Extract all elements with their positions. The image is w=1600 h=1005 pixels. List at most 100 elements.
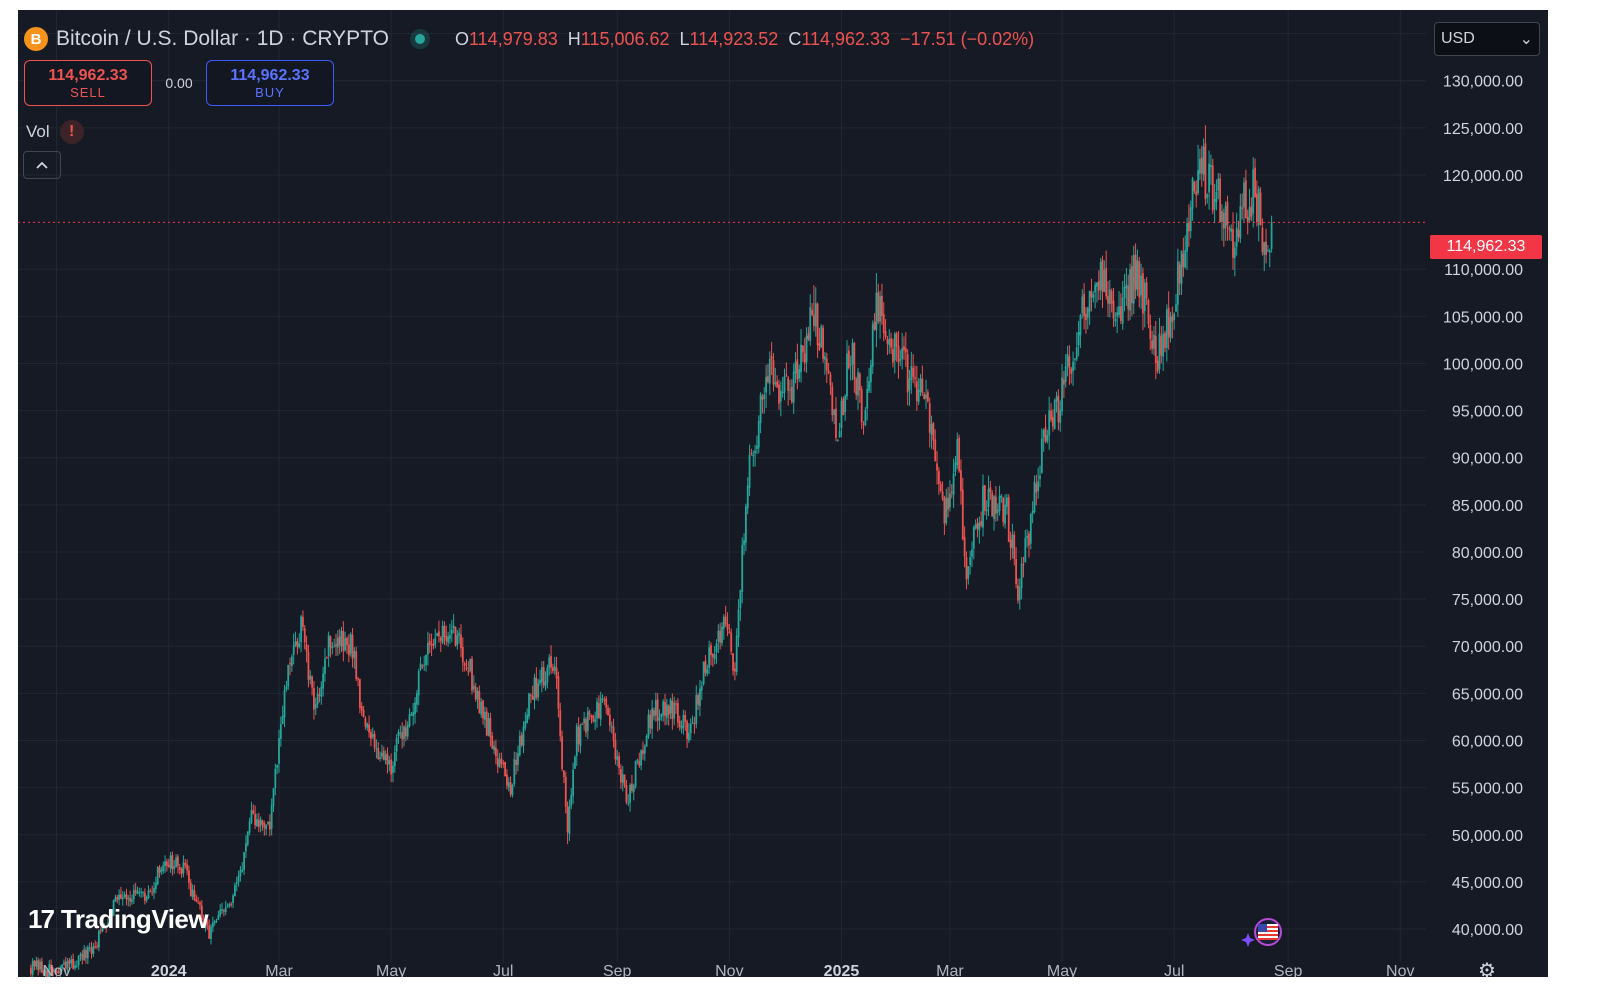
candle-body	[243, 852, 245, 870]
candle-body	[507, 782, 510, 788]
close-value: 114,962.33	[801, 28, 891, 49]
candle-body	[767, 376, 769, 383]
candle-body	[936, 463, 938, 471]
candle-body	[427, 643, 429, 655]
buy-button[interactable]: 114,962.33 BUY	[206, 60, 334, 106]
candle-body	[502, 763, 505, 765]
candle-body	[978, 522, 981, 531]
candle-body	[814, 303, 817, 327]
tradingview-logo[interactable]: 17 TradingView	[28, 904, 209, 935]
candle-body	[603, 699, 606, 701]
candle-body	[393, 752, 396, 767]
candle-body	[1061, 377, 1063, 412]
warning-icon[interactable]: !	[59, 120, 84, 144]
candle-body	[217, 915, 220, 920]
candle-body	[302, 616, 304, 627]
candle-body	[199, 902, 201, 905]
candle-body	[404, 727, 407, 737]
candle-body	[443, 625, 446, 637]
candle-body	[982, 485, 984, 528]
candle-body	[64, 961, 67, 969]
candle-body	[1127, 285, 1130, 310]
candle-body	[634, 761, 637, 787]
candle-body	[528, 693, 530, 717]
candle-body	[642, 750, 644, 755]
candle-body	[250, 810, 253, 823]
candle-body	[717, 630, 720, 642]
candle-body	[160, 869, 163, 872]
candle-body	[165, 861, 168, 866]
volume-indicator[interactable]: Vol !	[26, 120, 84, 144]
candle-body	[1024, 538, 1027, 563]
candle-body	[162, 865, 165, 872]
candle-body	[779, 390, 782, 402]
collapse-legend-button[interactable]	[23, 151, 61, 179]
currency-select[interactable]: USD ⌄	[1434, 22, 1540, 56]
candle-body	[903, 346, 905, 351]
candle-body	[1255, 193, 1258, 223]
candle-body	[862, 423, 865, 425]
candle-body	[99, 930, 102, 932]
volume-label: Vol	[26, 122, 50, 141]
candle-body	[263, 823, 266, 828]
candle-body	[1142, 273, 1144, 314]
candle-body	[39, 961, 41, 970]
candle-body	[189, 882, 192, 897]
tradingview-logo-text: TradingView	[60, 904, 209, 934]
candle-body	[776, 381, 779, 388]
candle-body	[397, 731, 400, 736]
buy-price: 114,962.33	[230, 66, 310, 84]
symbol-title[interactable]: Bitcoin / U.S. Dollar · 1D · CRYPTO	[56, 27, 389, 50]
candle-body	[346, 637, 348, 646]
candle-body	[360, 705, 363, 711]
candle-body	[855, 378, 858, 395]
candle-body	[1187, 221, 1190, 232]
settings-gear-icon[interactable]: ⚙	[1478, 959, 1496, 978]
candle-body	[309, 675, 312, 680]
candle-body	[1094, 284, 1097, 293]
candle-body	[711, 654, 714, 657]
candle-body	[474, 687, 477, 700]
candle-body	[79, 953, 82, 956]
candle-body	[1167, 307, 1170, 338]
candle-body	[1096, 282, 1098, 287]
candle-body	[75, 965, 78, 967]
candle-body	[382, 750, 385, 761]
candle-body	[232, 895, 234, 904]
candle-body	[895, 333, 898, 347]
candle-body	[200, 905, 203, 921]
candle-body	[1259, 192, 1262, 225]
candle-body	[1042, 429, 1045, 438]
us-flag-icon[interactable]	[1238, 916, 1286, 948]
candle-body	[439, 637, 442, 641]
candle-body	[114, 897, 117, 902]
candle-body	[1165, 309, 1168, 349]
candle-body	[890, 338, 893, 348]
candle-body	[191, 889, 194, 897]
candle-body	[1147, 300, 1150, 324]
x-tick-label: Mar	[936, 963, 964, 977]
candle-body	[923, 394, 926, 399]
candle-body	[901, 348, 904, 360]
candle-body	[1048, 410, 1051, 436]
price-chart[interactable]: 135,000.00130,000.00125,000.00120,000.00…	[18, 10, 1548, 977]
candle-body	[325, 657, 328, 659]
candle-body	[688, 732, 690, 741]
candle-body	[675, 703, 677, 705]
y-tick-label: 130,000.00	[1443, 74, 1523, 91]
candle-body	[1103, 269, 1106, 292]
candle-body	[557, 676, 560, 709]
candle-body	[864, 410, 867, 425]
sell-price: 114,962.33	[48, 66, 128, 84]
candle-body	[478, 691, 481, 713]
candle-body	[188, 870, 190, 883]
candle-body	[1206, 194, 1209, 198]
candle-body	[1153, 334, 1155, 350]
sell-button[interactable]: 114,962.33 SELL	[24, 60, 152, 106]
candle-body	[353, 650, 356, 658]
candle-body	[671, 701, 674, 720]
candle-body	[928, 403, 931, 433]
candle-body	[143, 892, 146, 901]
candle-body	[653, 710, 655, 717]
candle-body	[1083, 293, 1086, 317]
